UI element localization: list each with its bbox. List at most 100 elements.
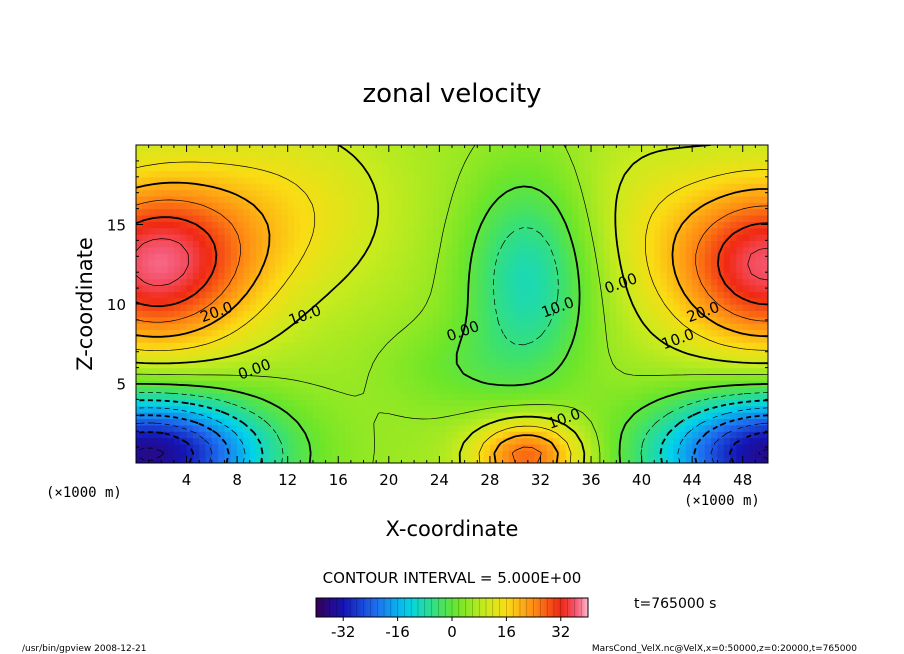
heatmap-cell — [527, 393, 535, 400]
heatmap-cell — [508, 284, 516, 292]
heatmap-cell — [376, 412, 384, 420]
heatmap-cell — [433, 380, 440, 388]
heatmap-cell — [199, 176, 207, 184]
heatmap-cell — [344, 253, 352, 261]
heatmap-cell — [426, 240, 434, 248]
heatmap-cell — [319, 221, 327, 229]
heatmap-cell — [559, 412, 567, 420]
heatmap-cell — [660, 246, 668, 254]
heatmap-cell — [749, 399, 756, 407]
heatmap-cell — [344, 443, 352, 451]
heatmap-cell — [262, 323, 270, 331]
heatmap-cell — [407, 335, 415, 343]
heatmap-cell — [508, 310, 516, 318]
heatmap-cell — [704, 424, 712, 432]
heatmap-cell — [338, 164, 346, 172]
heatmap-cell — [319, 399, 327, 407]
heatmap-cell — [218, 284, 226, 292]
heatmap-cell — [300, 221, 308, 229]
heatmap-cell — [502, 450, 510, 458]
heatmap-cell — [489, 335, 497, 343]
heatmap-cell — [521, 335, 529, 343]
heatmap-cell — [635, 176, 643, 184]
heatmap-cell — [515, 253, 523, 261]
heatmap-cell — [312, 304, 320, 311]
heatmap-cell — [167, 214, 175, 222]
heatmap-cell — [730, 246, 737, 254]
heatmap-cell — [572, 304, 579, 311]
heatmap-cell — [401, 361, 409, 369]
heatmap-cell — [224, 208, 232, 216]
heatmap-cell — [717, 316, 725, 324]
heatmap-cell — [300, 151, 308, 159]
heatmap-cell — [464, 195, 472, 203]
heatmap-cell — [496, 393, 504, 400]
heatmap-cell — [470, 227, 478, 235]
heatmap-cell — [730, 272, 737, 280]
heatmap-cell — [350, 291, 358, 299]
heatmap-cell — [616, 304, 624, 311]
heatmap-cell — [420, 424, 428, 432]
heatmap-cell — [711, 437, 719, 445]
heatmap-cell — [256, 259, 263, 267]
heatmap-cell — [622, 450, 630, 458]
heatmap-cell — [458, 310, 466, 318]
heatmap-cell — [464, 342, 472, 350]
heatmap-cell — [717, 431, 725, 439]
heatmap-cell — [382, 183, 390, 191]
heatmap-cell — [597, 157, 605, 165]
heatmap-cell — [433, 323, 440, 331]
heatmap-cell — [180, 253, 188, 261]
heatmap-cell — [376, 202, 384, 210]
heatmap-cell — [717, 405, 725, 413]
heatmap-cell — [717, 284, 725, 292]
heatmap-cell — [224, 221, 232, 229]
heatmap-cell — [148, 246, 156, 254]
heatmap-cell — [388, 316, 396, 324]
heatmap-cell — [256, 399, 263, 407]
heatmap-cell — [420, 265, 428, 273]
heatmap-cell — [559, 297, 567, 305]
heatmap-cell — [464, 316, 472, 324]
heatmap-cell — [199, 373, 207, 381]
heatmap-cell — [698, 437, 706, 445]
heatmap-cell — [464, 405, 472, 413]
heatmap-cell — [749, 151, 756, 159]
heatmap-cell — [426, 253, 434, 261]
heatmap-cell — [761, 234, 768, 241]
heatmap-cell — [470, 189, 478, 197]
heatmap-cell — [401, 418, 409, 426]
heatmap-cell — [407, 412, 415, 420]
heatmap-cell — [742, 323, 750, 331]
heatmap-cell — [268, 393, 276, 400]
heatmap-cell — [338, 221, 346, 229]
heatmap-cell — [376, 437, 384, 445]
heatmap-cell — [597, 145, 605, 152]
heatmap-cell — [312, 386, 320, 394]
heatmap-cell — [477, 348, 485, 356]
heatmap-cell — [647, 265, 655, 273]
heatmap-cell — [616, 189, 624, 197]
heatmap-cell — [578, 202, 586, 210]
heatmap-cell — [546, 265, 554, 273]
heatmap-cell — [679, 342, 687, 350]
heatmap-cell — [565, 450, 573, 458]
heatmap-cell — [521, 367, 529, 375]
heatmap-cell — [338, 329, 346, 337]
heatmap-cell — [173, 361, 181, 369]
heatmap-cell — [376, 195, 384, 203]
heatmap-cell — [388, 170, 396, 178]
heatmap-cell — [357, 170, 365, 178]
heatmap-cell — [572, 202, 579, 210]
heatmap-cell — [395, 164, 403, 172]
heatmap-cell — [622, 310, 630, 318]
heatmap-cell — [496, 424, 504, 432]
heatmap-cell — [698, 151, 706, 159]
heatmap-cell — [711, 386, 719, 394]
heatmap-cell — [167, 195, 175, 203]
heatmap-cell — [755, 431, 763, 439]
heatmap-cell — [173, 221, 181, 229]
heatmap-cell — [458, 189, 466, 197]
heatmap-cell — [477, 157, 485, 165]
heatmap-cell — [647, 386, 655, 394]
